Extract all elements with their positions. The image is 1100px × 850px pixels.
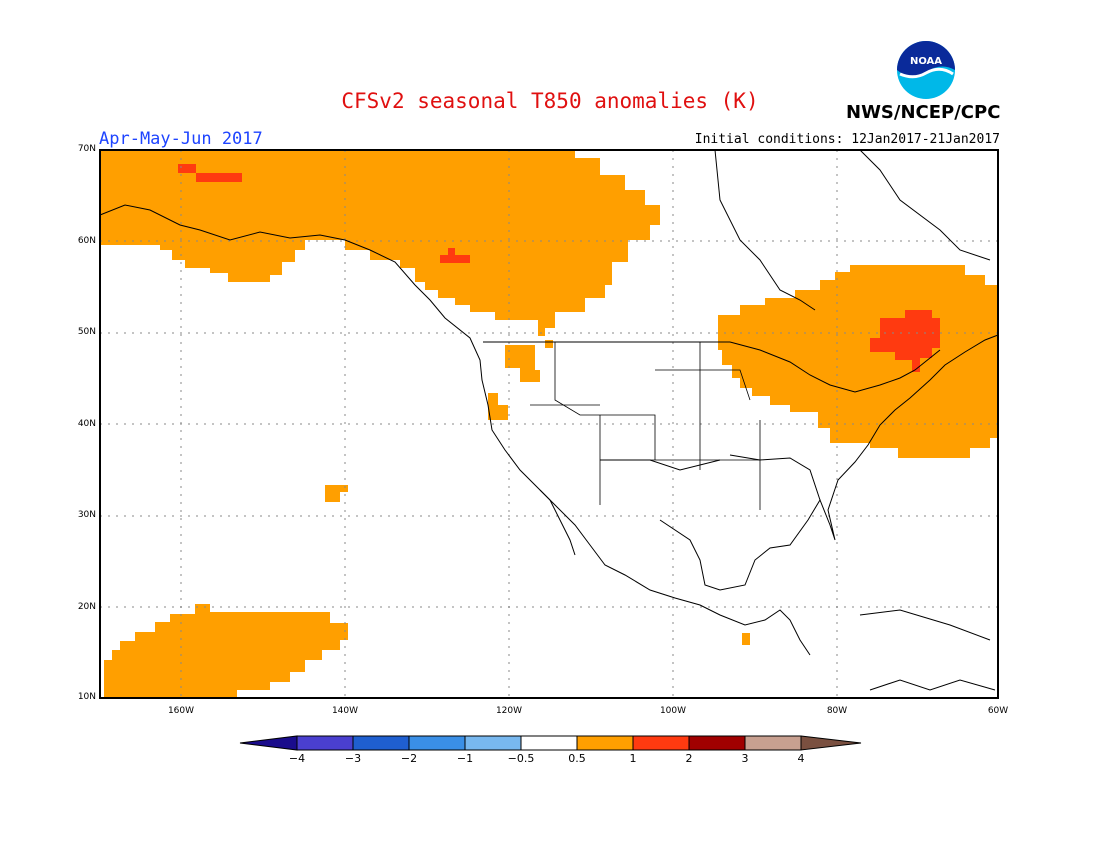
lat-label-40n: 40N	[77, 419, 96, 429]
colorbar-swatch-9	[744, 735, 802, 751]
lat-label-70n: 70N	[77, 144, 96, 154]
colorbar-label-neg05: −0.5	[507, 752, 535, 765]
lat-label-30n: 30N	[77, 510, 96, 520]
colorbar-swatch-2	[352, 735, 410, 751]
season-label: Apr-May-Jun 2017	[99, 129, 263, 149]
colorbar-swatch-max	[800, 735, 862, 751]
lon-label-100w: 100W	[659, 706, 687, 716]
lat-lon-grid	[100, 150, 998, 698]
agency-label: NWS/NCEP/CPC	[846, 102, 1001, 123]
logo-text: NOAA	[910, 56, 942, 67]
lon-label-160w: 160W	[167, 706, 195, 716]
colorbar-swatch-1	[296, 735, 354, 751]
lon-label-120w: 120W	[495, 706, 523, 716]
lon-label-60w: 60W	[987, 706, 1009, 716]
colorbar-swatch-7	[632, 735, 690, 751]
colorbar-swatch-3	[408, 735, 466, 751]
colorbar-label-4: 4	[797, 752, 805, 765]
colorbar-label-neg3: −3	[344, 752, 362, 765]
colorbar-label-neg1: −1	[456, 752, 474, 765]
colorbar-label-3: 3	[741, 752, 749, 765]
lat-label-60n: 60N	[77, 236, 96, 246]
colorbar-label-2: 2	[685, 752, 693, 765]
colorbar-label-neg2: −2	[400, 752, 418, 765]
lat-label-50n: 50N	[77, 327, 96, 337]
initial-conditions-label: Initial conditions: 12Jan2017-21Jan2017	[694, 132, 1000, 147]
anomaly-red-regions	[178, 164, 940, 372]
lon-label-140w: 140W	[331, 706, 359, 716]
lat-label-10n: 10N	[77, 692, 96, 702]
state-borders	[530, 342, 761, 510]
lon-label-80w: 80W	[826, 706, 848, 716]
colorbar-label-05: 0.5	[568, 752, 586, 765]
colorbar-swatch-8	[688, 735, 746, 751]
noaa-logo: NOAA	[897, 41, 955, 99]
map-frame	[99, 149, 999, 699]
colorbar-swatch-4	[464, 735, 522, 751]
colorbar-label-neg4: −4	[288, 752, 306, 765]
lat-label-20n: 20N	[77, 602, 96, 612]
colorbar-swatch-min	[239, 735, 298, 751]
colorbar-swatch-6	[576, 735, 634, 751]
map-title: CFSv2 seasonal T850 anomalies (K)	[341, 89, 759, 113]
colorbar-label-1: 1	[629, 752, 637, 765]
colorbar-swatch-5	[520, 735, 578, 751]
coastlines	[99, 149, 999, 691]
